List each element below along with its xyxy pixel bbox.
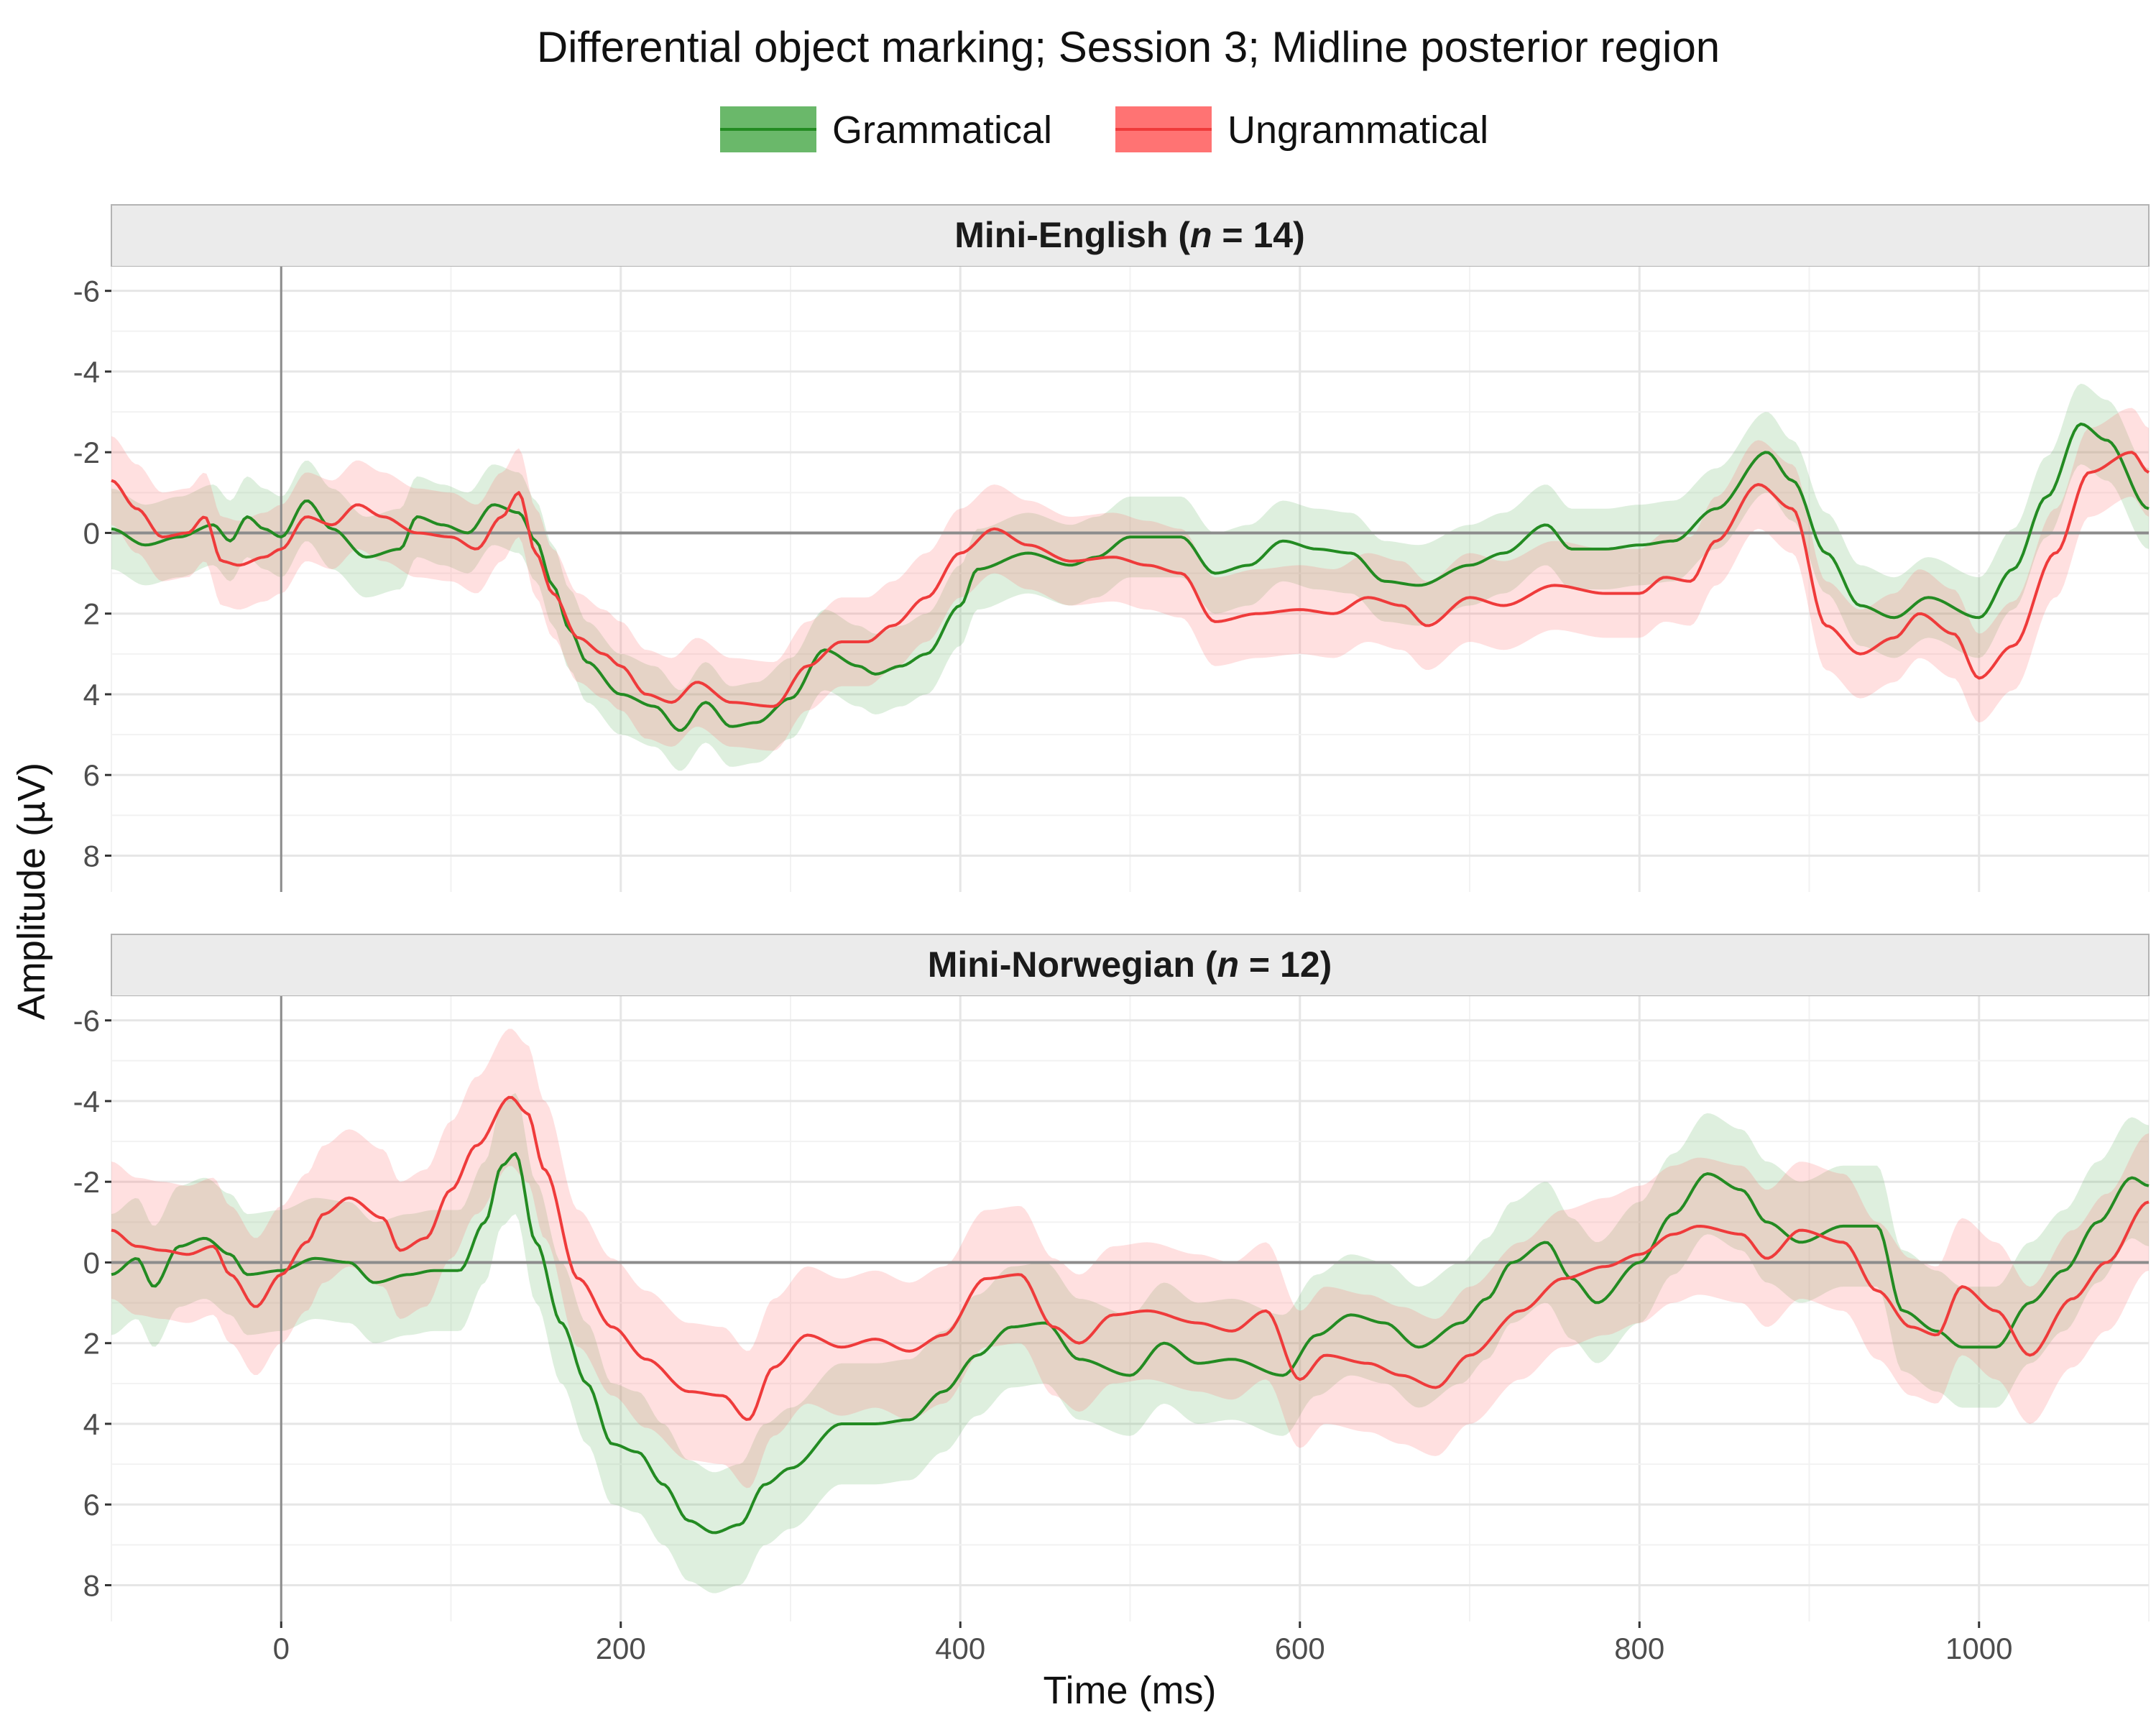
line-ungrammatical <box>111 1095 2150 1421</box>
reference-lines <box>111 267 2149 892</box>
y-tick-label: 2 <box>83 1327 100 1361</box>
y-tick-label: 8 <box>83 1568 100 1602</box>
strip-background <box>111 934 2150 997</box>
x-axis-title: Time (ms) <box>1044 1669 1217 1712</box>
line-grammatical <box>111 1151 2150 1535</box>
y-tick-label: 6 <box>83 1488 100 1522</box>
y-tick-label: -4 <box>73 1085 100 1118</box>
y-axis-title: Amplitude (µV) <box>10 763 53 1020</box>
ribbon-layer <box>111 1029 2149 1593</box>
strip-label-suffix: = 14) <box>1212 215 1305 255</box>
strip-label-italic: n <box>1217 944 1239 985</box>
strip-label-suffix: = 12) <box>1239 944 1332 985</box>
legend-label-ungrammatical: Ungrammatical <box>1227 109 1488 152</box>
x-tick-label: 200 <box>596 1632 646 1665</box>
series-lines <box>111 1095 2150 1535</box>
series-lines <box>111 422 2150 732</box>
strip-label-prefix: Mini-Norwegian ( <box>928 944 1217 985</box>
y-tick-label: -2 <box>73 436 100 469</box>
y-axis-ticks: -6 -4 -2 0 2 4 6 8 <box>73 275 111 873</box>
legend-label-grammatical: Grammatical <box>832 109 1052 152</box>
y-tick-label: 2 <box>83 597 100 631</box>
panel-mini-norwegian: Mini-Norwegian (n = 12) -6 -4 -2 0 2 4 6 8 <box>73 934 2150 1622</box>
strip-label-prefix: Mini-English ( <box>954 215 1190 255</box>
x-tick-label: 0 <box>273 1632 290 1665</box>
y-tick-label: 0 <box>83 516 100 550</box>
x-tick-label: 1000 <box>1945 1632 2012 1665</box>
reference-lines <box>111 996 2149 1622</box>
y-tick-label: 8 <box>83 839 100 873</box>
grid-layer <box>111 267 2150 892</box>
y-tick-label: -6 <box>73 275 100 308</box>
y-tick-label: 4 <box>83 678 100 712</box>
y-tick-label: -2 <box>73 1165 100 1199</box>
line-grammatical <box>111 422 2150 732</box>
y-tick-label: 0 <box>83 1246 100 1279</box>
y-tick-label: 4 <box>83 1407 100 1441</box>
strip-background <box>111 204 2150 267</box>
x-tick-label: 600 <box>1275 1632 1325 1665</box>
y-axis-ticks: -6 -4 -2 0 2 4 6 8 <box>73 1004 111 1602</box>
x-axis-ticks: 0 200 400 600 800 1000 <box>273 1622 2012 1665</box>
y-tick-label: 6 <box>83 758 100 792</box>
legend: Grammatical Ungrammatical <box>720 106 1488 152</box>
ribbon-grammatical <box>111 383 2149 771</box>
line-ungrammatical <box>111 451 2150 708</box>
ribbon-ungrammatical <box>111 1029 2149 1489</box>
ribbon-grammatical <box>111 1092 2149 1593</box>
strip-label: Mini-English (n = 14) <box>954 215 1305 255</box>
panel-mini-english: Mini-English (n = 14) -6 -4 -2 0 2 4 6 8 <box>73 204 2150 892</box>
strip-label: Mini-Norwegian (n = 12) <box>928 944 1332 985</box>
x-tick-label: 800 <box>1614 1632 1664 1665</box>
y-tick-label: -4 <box>73 355 100 389</box>
x-tick-label: 400 <box>935 1632 985 1665</box>
y-tick-label: -6 <box>73 1004 100 1038</box>
chart-title: Differential object marking; Session 3; … <box>537 23 1720 71</box>
strip-label-italic: n <box>1190 215 1212 255</box>
